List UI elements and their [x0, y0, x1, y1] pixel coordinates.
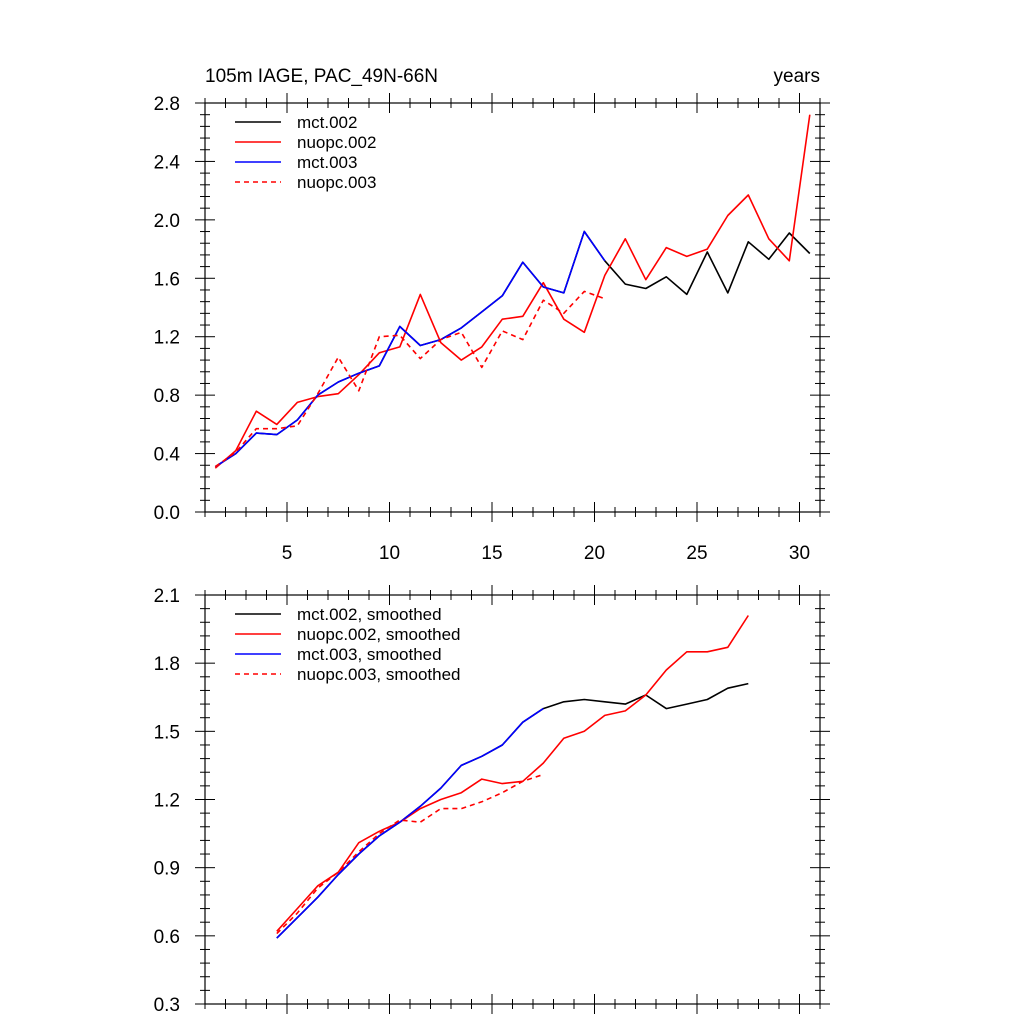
legend-label-nuopc-003-smoothed: nuopc.003, smoothed [297, 665, 461, 684]
top-panel-frame [204, 102, 821, 513]
bottom-panel: 0.30.60.91.21.51.82.1 mct.002, smoothedn… [154, 585, 830, 1016]
y-tick-label: 2.8 [154, 94, 180, 115]
y-tick-label: 1.2 [154, 328, 180, 349]
x-tick-label: 25 [686, 543, 707, 564]
y-tick-label: 0.0 [154, 503, 180, 524]
x-tick-label: 5 [282, 543, 293, 564]
y-tick-label: 0.3 [154, 995, 180, 1016]
top-panel-units: years [774, 66, 820, 87]
bottom-panel-series [276, 615, 749, 939]
legend-label-mct-003-smoothed: mct.003, smoothed [297, 645, 442, 664]
top-panel: 105m IAGE, PAC_49N-66N years 5 10 15 20 25 30… [154, 66, 830, 564]
y-tick-label: 2.4 [154, 152, 181, 173]
y-tick-label: 0.6 [154, 927, 180, 948]
legend-label-nuopc-003: nuopc.003 [297, 173, 376, 192]
x-tick-label: 15 [481, 543, 502, 564]
bottom-panel-ticks [195, 585, 830, 1014]
legend-label-mct-002-smoothed: mct.002, smoothed [297, 605, 442, 624]
x-tick-label: 10 [379, 543, 400, 564]
series-line-nuopc-003-smoothed [276, 773, 544, 935]
x-tick-label: 30 [789, 543, 810, 564]
series-line-nuopc-002-smoothed [276, 615, 749, 932]
y-tick-label: 2.0 [154, 211, 180, 232]
y-tick-label: 0.8 [154, 386, 180, 407]
bottom-panel-frame [204, 594, 821, 1005]
top-panel-series [214, 114, 811, 469]
series-line-mct-002 [214, 230, 811, 468]
top-panel-title: 105m IAGE, PAC_49N-66N [205, 66, 438, 87]
series-line-mct-003 [214, 230, 606, 468]
series-line-nuopc-003 [214, 290, 606, 468]
legend-label-nuopc-002: nuopc.002 [297, 133, 376, 152]
legend-label-mct-003: mct.003 [297, 153, 357, 172]
y-tick-label: 1.6 [154, 269, 180, 290]
y-tick-label: 1.2 [154, 791, 180, 812]
y-tick-label: 1.8 [154, 654, 180, 675]
top-panel-tick-labels: 5 10 15 20 25 30 0.0 0.4 0.8 1.2 1.6 2.0 2.4 2.8 [154, 94, 810, 564]
series-line-mct-003-smoothed [276, 707, 544, 939]
y-tick-label: 0.4 [154, 445, 181, 466]
top-panel-ticks [195, 93, 830, 522]
x-tick-label: 20 [584, 543, 605, 564]
y-tick-label: 2.1 [154, 586, 180, 607]
y-tick-label: 0.9 [154, 859, 180, 880]
legend-label-nuopc-002-smoothed: nuopc.002, smoothed [297, 625, 461, 644]
y-tick-label: 1.5 [154, 722, 180, 743]
series-line-mct-002-smoothed [276, 682, 749, 939]
legend-label-mct-002: mct.002 [297, 113, 357, 132]
bottom-panel-tick-labels: 0.3 0.6 0.9 1.2 1.5 1.8 2.1 [154, 586, 180, 1016]
